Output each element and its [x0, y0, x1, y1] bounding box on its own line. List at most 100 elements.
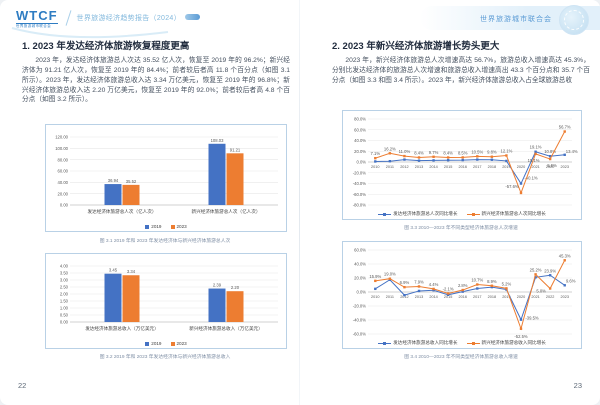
- svg-text:2.20: 2.20: [231, 285, 240, 290]
- right-section-heading: 2. 2023 年新兴经济体旅游增长势头更大: [332, 41, 500, 52]
- svg-text:9.8%: 9.8%: [487, 150, 497, 155]
- svg-text:0.0%: 0.0%: [356, 160, 366, 165]
- svg-text:-60.0%: -60.0%: [353, 192, 367, 197]
- svg-text:13.4%: 13.4%: [566, 149, 578, 154]
- svg-text:60.00: 60.00: [58, 169, 69, 174]
- svg-text:2.8%: 2.8%: [458, 283, 468, 288]
- svg-text:0.50: 0.50: [60, 313, 69, 318]
- header-slash-divider: [65, 10, 71, 26]
- svg-text:-40.0%: -40.0%: [353, 318, 367, 323]
- svg-text:10.5%: 10.5%: [471, 149, 483, 154]
- svg-text:15.1%: 15.1%: [528, 158, 540, 163]
- svg-text:100.00: 100.00: [55, 146, 68, 151]
- right-paragraph: 2023 年，新兴经济体旅游总人次增速高达 56.7%，旅游总收入增速高达 45…: [332, 57, 590, 84]
- legend-item: 2023: [170, 224, 187, 229]
- legend-item: 2019: [145, 224, 162, 229]
- svg-text:2016: 2016: [458, 295, 466, 299]
- svg-text:2021: 2021: [531, 295, 539, 299]
- svg-text:3.00: 3.00: [60, 278, 69, 283]
- svg-text:2011: 2011: [386, 295, 394, 299]
- figure-3-3-caption: 图 3.3 2010—2023 年不同类型经济体旅游总人次增速: [404, 226, 518, 231]
- header-swoosh-decoration: [11, 27, 169, 39]
- svg-text:12.1%: 12.1%: [500, 148, 512, 153]
- legend-item: 发达经济体旅游总收入同比增长: [378, 340, 458, 346]
- svg-text:1.00: 1.00: [60, 306, 69, 311]
- chart-legend: 发达经济体旅游总收入同比增长 新兴经济体旅游总收入同比增长: [343, 340, 581, 346]
- svg-text:120.00: 120.00: [55, 135, 68, 140]
- figure-3-2-caption: 图 3.2 2019 年和 2023 年发达经济体与新兴经济体旅游总收入: [99, 355, 231, 360]
- svg-text:1.50: 1.50: [60, 299, 69, 304]
- svg-text:2011: 2011: [386, 165, 394, 169]
- svg-text:9.6%: 9.6%: [566, 278, 576, 283]
- left-section-heading: 1. 2023 年发达经济体旅游恢复程度更高: [22, 41, 190, 52]
- svg-text:23.9%: 23.9%: [544, 268, 556, 273]
- wtcf-logo-text: WTCF: [16, 8, 58, 23]
- svg-text:108.03: 108.03: [211, 138, 224, 143]
- svg-text:2013: 2013: [415, 165, 423, 169]
- svg-text:8.4%: 8.4%: [414, 150, 424, 155]
- svg-text:-40.1%: -40.1%: [524, 176, 538, 181]
- svg-text:11.0%: 11.0%: [399, 149, 411, 154]
- svg-text:91.21: 91.21: [230, 147, 241, 152]
- wtcf-logo: WTCF 世界旅游城市联合会: [16, 9, 58, 28]
- report-title: 世界旅游经济趋势报告（2024）: [76, 15, 181, 22]
- svg-text:2020: 2020: [517, 295, 525, 299]
- svg-text:9.7%: 9.7%: [429, 150, 439, 155]
- svg-text:2013: 2013: [415, 295, 423, 299]
- page-number-left: 22: [18, 381, 27, 390]
- figure-3-3-line-chart: -80.0% -60.0% -40.0% -20.0% 0.0% 20.0% 40.0% 60…: [342, 110, 582, 220]
- left-paragraph: 2023 年，发达经济体旅游总人次达 35.52 亿人次，恢复至 2019 年的…: [22, 57, 290, 104]
- svg-text:10.8%: 10.8%: [544, 149, 556, 154]
- svg-text:2020: 2020: [517, 165, 525, 169]
- svg-text:45.3%: 45.3%: [559, 253, 571, 258]
- svg-text:20.00: 20.00: [58, 191, 69, 196]
- svg-text:5.0%: 5.0%: [536, 289, 546, 294]
- svg-text:4.00: 4.00: [60, 264, 69, 269]
- legend-item: 发达经济体旅游总人次同比增长: [378, 211, 458, 217]
- svg-text:-60.0%: -60.0%: [353, 332, 367, 337]
- chart-legend: 2019 2023: [46, 224, 286, 229]
- svg-text:2.39: 2.39: [213, 283, 222, 288]
- svg-text:80.0%: 80.0%: [354, 117, 366, 122]
- svg-text:8.4%: 8.4%: [443, 150, 453, 155]
- svg-text:20.0%: 20.0%: [354, 276, 366, 281]
- wtcf-logo-subtext: 世界旅游城市联合会: [16, 23, 58, 28]
- svg-text:新兴经济体旅游总收入（万亿美元）: 新兴经济体旅游总收入（万亿美元）: [189, 325, 263, 332]
- svg-text:-40.0%: -40.0%: [353, 181, 367, 186]
- svg-text:2010: 2010: [371, 165, 379, 169]
- svg-text:2012: 2012: [400, 295, 408, 299]
- svg-text:-39.5%: -39.5%: [525, 316, 539, 321]
- svg-text:发达经济体旅游总收入（万亿美元）: 发达经济体旅游总收入（万亿美元）: [85, 325, 159, 332]
- svg-text:6.9%: 6.9%: [400, 280, 410, 285]
- svg-text:4.4%: 4.4%: [429, 282, 439, 287]
- svg-text:5.2%: 5.2%: [502, 281, 512, 286]
- svg-text:3.50: 3.50: [60, 271, 69, 276]
- svg-text:0.00: 0.00: [60, 203, 69, 208]
- svg-text:2015: 2015: [444, 295, 452, 299]
- svg-text:-52.5%: -52.5%: [514, 334, 528, 339]
- svg-text:-20.0%: -20.0%: [353, 170, 367, 175]
- svg-text:7.9%: 7.9%: [414, 279, 424, 284]
- svg-text:2018: 2018: [488, 165, 496, 169]
- svg-text:19.0%: 19.0%: [384, 272, 396, 277]
- svg-text:35.52: 35.52: [126, 179, 137, 184]
- svg-text:2022: 2022: [546, 165, 554, 169]
- svg-text:新兴经济体旅游总人次（亿人次）: 新兴经济体旅游总人次（亿人次）: [192, 208, 261, 215]
- legend-item: 新兴经济体旅游总人次同比增长: [466, 211, 546, 217]
- legend-item: 新兴经济体旅游总收入同比增长: [466, 340, 546, 346]
- page-divider: [299, 0, 300, 405]
- figure-3-1-caption: 图 3.1 2019 年和 2023 年发达经济体与新兴经济体旅游总人次: [99, 239, 231, 244]
- svg-text:2016: 2016: [458, 165, 466, 169]
- svg-text:0.00: 0.00: [60, 320, 69, 325]
- svg-text:7.1%: 7.1%: [371, 151, 381, 156]
- legend-item: 2023: [170, 341, 187, 346]
- svg-text:16.2%: 16.2%: [384, 146, 396, 151]
- svg-text:56.7%: 56.7%: [559, 125, 571, 130]
- page-number-right: 23: [573, 381, 582, 390]
- svg-text:2015: 2015: [444, 165, 452, 169]
- wtcf-round-logo-icon: [559, 5, 589, 35]
- figure-3-1-bar-chart: 0.00 20.00 40.00 60.00 80.00 100.00 120.00 发达经济…: [45, 124, 287, 232]
- svg-text:8.9%: 8.9%: [487, 279, 497, 284]
- svg-text:20.0%: 20.0%: [354, 149, 366, 154]
- svg-text:5.5%: 5.5%: [547, 163, 557, 168]
